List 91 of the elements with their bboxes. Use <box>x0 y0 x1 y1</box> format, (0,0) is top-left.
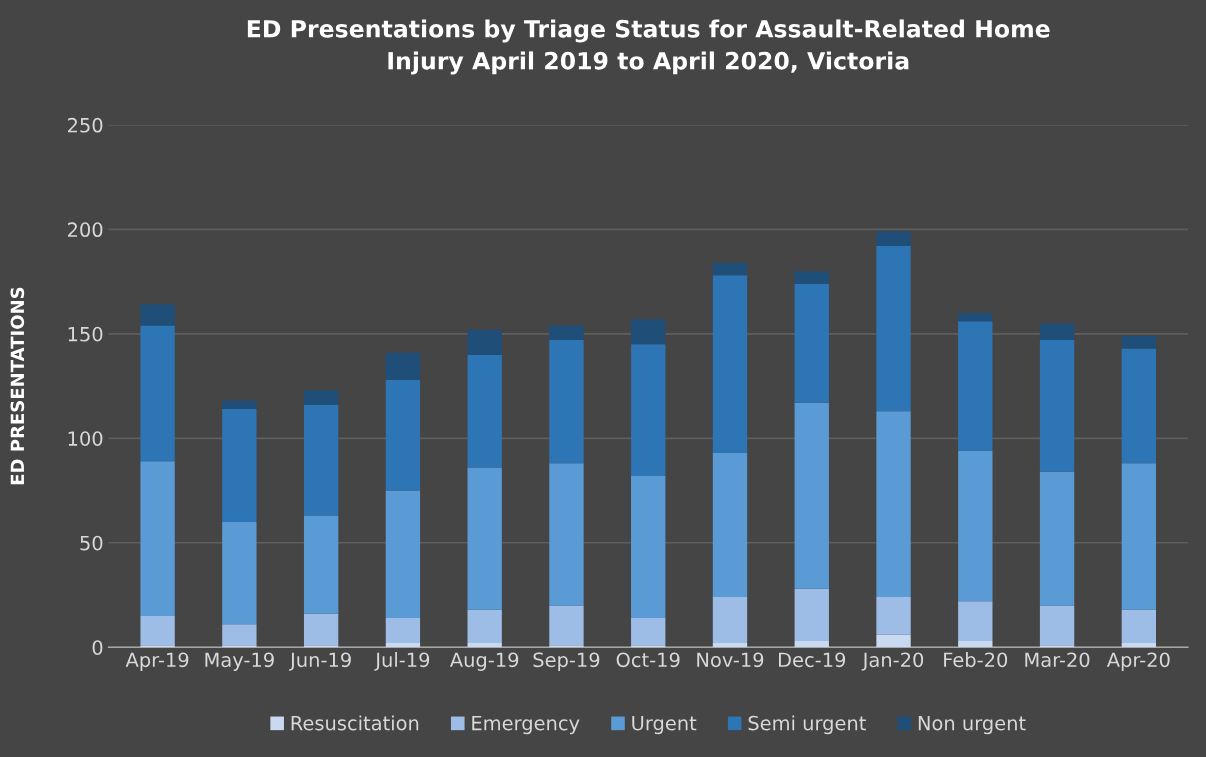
bar <box>1039 471 1075 606</box>
bar <box>958 321 993 451</box>
x-tick-label: Jun-19 <box>289 652 351 671</box>
x-tick-label: May-19 <box>205 652 274 671</box>
bar <box>385 352 421 380</box>
bar <box>222 645 257 648</box>
bar <box>876 246 911 412</box>
bar <box>303 515 339 614</box>
x-tick-label: Dec-19 <box>778 652 846 668</box>
bar <box>549 645 584 648</box>
bar <box>876 597 911 635</box>
legend-label: Semi urgent <box>748 715 866 735</box>
bar <box>303 613 339 646</box>
bar <box>549 325 584 341</box>
bar <box>222 409 257 522</box>
y-tick-label: 250 <box>67 117 103 133</box>
bar <box>1121 335 1157 349</box>
x-tick-label: Aug-19 <box>449 652 519 671</box>
x-tick-label: Nov-19 <box>697 652 764 668</box>
bar <box>549 463 584 606</box>
bar <box>222 624 257 646</box>
bar <box>1121 348 1157 464</box>
y-tick-label: 150 <box>68 326 103 342</box>
x-tick-label: Jan-20 <box>861 652 924 671</box>
bar <box>712 262 748 276</box>
bar <box>794 402 829 589</box>
bar <box>794 271 829 284</box>
bar <box>140 461 175 616</box>
chart-title: ED Presentations by Triage Status for Assault-Related Home Injury April 2019 to April 2020, Victoria <box>247 19 1050 75</box>
bar <box>140 304 175 326</box>
bar <box>712 643 748 648</box>
y-tick-label: 100 <box>68 431 103 446</box>
bar <box>467 643 502 648</box>
x-tick-label: Sep-19 <box>533 652 600 671</box>
bar <box>385 490 421 618</box>
bar <box>222 521 257 625</box>
bar <box>958 601 993 641</box>
bar <box>958 640 993 648</box>
bar <box>222 400 257 410</box>
bar <box>631 319 666 345</box>
x-tick-label: Oct-19 <box>616 652 680 668</box>
bar <box>794 283 829 403</box>
bar <box>712 597 748 644</box>
bar <box>1121 643 1157 648</box>
x-tick-label: Feb-20 <box>944 652 1008 668</box>
bar <box>385 643 421 648</box>
bar <box>140 615 175 646</box>
bar <box>467 329 502 355</box>
bar <box>549 605 584 646</box>
bar <box>303 390 339 405</box>
bar <box>876 411 911 598</box>
bar <box>467 354 502 468</box>
x-tick-label: Apr-19 <box>125 652 189 671</box>
bar <box>631 344 666 476</box>
bar <box>1039 645 1075 648</box>
bar <box>1039 340 1075 472</box>
bar <box>712 452 748 598</box>
bar <box>1121 463 1157 610</box>
bar <box>303 645 339 648</box>
bar <box>794 640 829 648</box>
bar <box>631 645 666 648</box>
legend-label: Urgent <box>632 715 697 735</box>
bar <box>631 475 666 618</box>
bar <box>631 617 666 646</box>
y-tick-label: 0 <box>92 640 103 655</box>
x-tick-label: Jul-19 <box>374 652 430 671</box>
bar <box>958 450 993 602</box>
bar <box>958 312 993 322</box>
bar <box>876 634 911 648</box>
bar <box>549 340 584 464</box>
legend-label: Non urgent <box>918 715 1026 735</box>
bar <box>385 379 421 491</box>
bar <box>1121 609 1157 644</box>
x-tick-label: Apr-20 <box>1106 652 1170 671</box>
y-axis-title: ED PRESENTATIONS <box>10 287 25 485</box>
bar <box>876 231 911 247</box>
bar <box>385 617 421 644</box>
y-tick-label: 200 <box>67 222 103 238</box>
x-tick-label: Mar-20 <box>1025 652 1090 668</box>
legend-label: Resuscitation <box>291 715 419 731</box>
bar <box>712 275 748 453</box>
bar <box>140 325 175 462</box>
bar <box>303 404 339 516</box>
bar <box>467 467 502 610</box>
legend-label: Emergency <box>472 715 580 735</box>
y-tick-label: 50 <box>80 535 103 551</box>
bar <box>1039 323 1075 341</box>
bar <box>794 588 829 641</box>
bar <box>1039 605 1075 646</box>
bar <box>140 645 175 648</box>
bar <box>467 609 502 644</box>
